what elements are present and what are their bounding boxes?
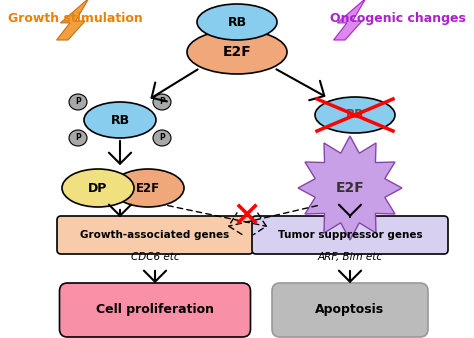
- Ellipse shape: [112, 169, 184, 207]
- Text: P: P: [159, 97, 165, 106]
- Ellipse shape: [69, 130, 87, 146]
- Text: Apoptosis: Apoptosis: [315, 304, 384, 316]
- FancyBboxPatch shape: [60, 283, 250, 337]
- Ellipse shape: [197, 4, 277, 40]
- Text: RB: RB: [228, 16, 246, 28]
- Ellipse shape: [187, 30, 287, 74]
- Text: Growth stimulation: Growth stimulation: [8, 12, 143, 25]
- Text: E2F: E2F: [223, 45, 251, 59]
- Text: Growth-associated genes: Growth-associated genes: [81, 230, 229, 240]
- Text: Tumor suppressor genes: Tumor suppressor genes: [278, 230, 422, 240]
- Ellipse shape: [69, 94, 87, 110]
- FancyBboxPatch shape: [272, 283, 428, 337]
- Text: E2F: E2F: [336, 181, 365, 195]
- Ellipse shape: [62, 169, 134, 207]
- Text: E2F: E2F: [136, 182, 160, 194]
- Ellipse shape: [84, 102, 156, 138]
- Text: Oncogenic changes: Oncogenic changes: [330, 12, 466, 25]
- FancyBboxPatch shape: [57, 216, 253, 254]
- Ellipse shape: [315, 97, 395, 133]
- Text: P: P: [75, 134, 81, 143]
- Ellipse shape: [153, 94, 171, 110]
- Text: ARF, Bim etc: ARF, Bim etc: [318, 252, 383, 262]
- Text: P: P: [75, 97, 81, 106]
- Text: RB: RB: [110, 114, 129, 126]
- Text: P: P: [159, 134, 165, 143]
- Ellipse shape: [153, 130, 171, 146]
- Text: ✕: ✕: [232, 201, 262, 235]
- Polygon shape: [334, 0, 366, 40]
- FancyBboxPatch shape: [252, 216, 448, 254]
- Text: CDC6 etc: CDC6 etc: [131, 252, 179, 262]
- Text: Cell proliferation: Cell proliferation: [96, 304, 214, 316]
- Text: RB: RB: [346, 108, 364, 121]
- Text: DP: DP: [88, 182, 108, 194]
- Polygon shape: [56, 0, 89, 40]
- Polygon shape: [298, 136, 402, 240]
